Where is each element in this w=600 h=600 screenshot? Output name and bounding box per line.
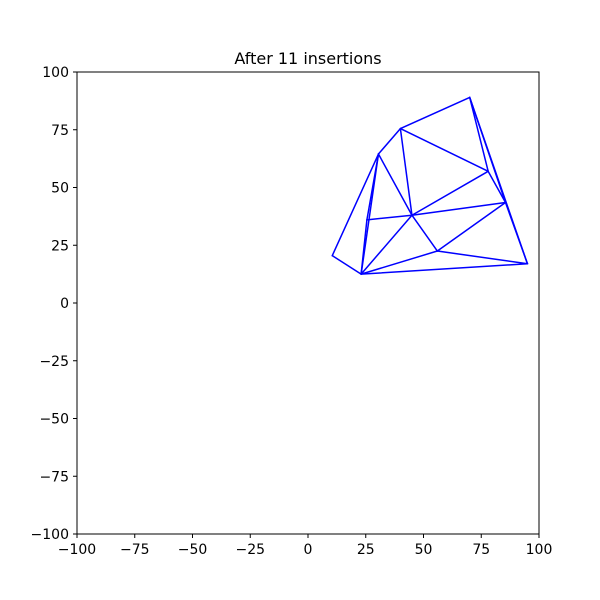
edge-A-D xyxy=(468,96,489,173)
x-tick-label: 0 xyxy=(304,542,313,558)
edge-H-K xyxy=(360,250,439,275)
edge-F-K xyxy=(360,214,413,275)
x-tick-label: 50 xyxy=(415,542,433,558)
edge-C-K xyxy=(360,153,380,275)
x-tick-label: −75 xyxy=(120,542,150,558)
x-tick-label: 75 xyxy=(472,542,490,558)
edge-G-K xyxy=(360,219,368,275)
edge-H-J xyxy=(436,250,529,265)
y-tick-label: 75 xyxy=(51,123,69,139)
edge-D-F xyxy=(411,170,489,216)
y-tick-label: −100 xyxy=(31,527,69,543)
x-tick-label: −25 xyxy=(235,542,265,558)
edge-B-F xyxy=(399,127,413,216)
y-tick-label: 0 xyxy=(60,296,69,312)
edge-A-B xyxy=(399,96,471,130)
x-tick-label: 25 xyxy=(357,542,375,558)
edge-F-H xyxy=(411,214,439,252)
x-tick-label: −50 xyxy=(178,542,208,558)
edge-C-I xyxy=(331,153,380,257)
edge-E-J xyxy=(504,201,529,265)
y-axis: −100 −75 −50 −25 0 25 50 75 100 xyxy=(31,65,77,543)
x-axis: −100 −75 −50 −25 0 25 50 75 100 xyxy=(58,534,553,558)
x-tick-label: −100 xyxy=(58,542,96,558)
x-tick-label: 100 xyxy=(526,542,553,558)
edge-J-K xyxy=(360,262,529,275)
y-tick-label: −75 xyxy=(39,469,69,485)
edge-B-C xyxy=(377,127,402,155)
edge-E-H xyxy=(436,201,507,252)
edge-B-D xyxy=(399,127,489,173)
edge-F-G xyxy=(366,214,413,221)
edge-E-F xyxy=(411,201,507,216)
y-tick-label: 25 xyxy=(51,238,69,254)
edge-D-E xyxy=(487,170,507,204)
y-tick-label: 100 xyxy=(42,65,69,81)
y-tick-label: −50 xyxy=(39,412,69,428)
edge-C-F xyxy=(377,153,413,216)
y-tick-label: −25 xyxy=(39,354,69,370)
triangulation-edges xyxy=(331,96,529,275)
y-tick-label: 50 xyxy=(51,181,69,197)
chart-title: After 11 insertions xyxy=(234,49,381,68)
edge-I-K xyxy=(331,254,362,275)
